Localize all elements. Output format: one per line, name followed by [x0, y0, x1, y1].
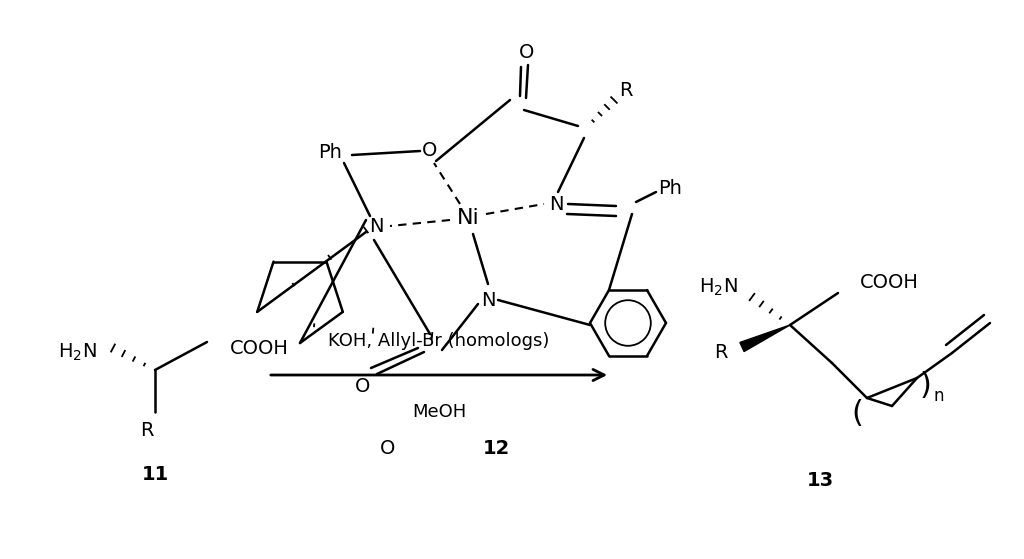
Text: COOH: COOH — [860, 273, 919, 292]
Text: ): ) — [920, 372, 931, 400]
Text: O: O — [355, 377, 371, 396]
Text: Ni: Ni — [457, 208, 479, 228]
Text: 11: 11 — [141, 466, 169, 485]
Text: R: R — [620, 80, 633, 100]
Polygon shape — [740, 325, 790, 352]
Text: 12: 12 — [482, 438, 510, 457]
Text: (: ( — [851, 400, 863, 429]
Text: $\mathregular{H_2N}$: $\mathregular{H_2N}$ — [699, 276, 738, 297]
Text: O: O — [380, 438, 395, 457]
Text: O: O — [422, 141, 437, 160]
Text: O: O — [519, 44, 535, 63]
Text: n: n — [934, 387, 944, 405]
Text: MeOH: MeOH — [412, 403, 466, 421]
Text: N: N — [369, 216, 383, 235]
Text: KOH, Allyl-Br (homologs): KOH, Allyl-Br (homologs) — [329, 332, 550, 350]
Text: Ph: Ph — [318, 144, 342, 163]
Text: R: R — [140, 420, 154, 439]
Text: Ph: Ph — [658, 178, 682, 197]
Text: 13: 13 — [807, 471, 834, 490]
Text: R: R — [715, 343, 728, 362]
Text: N: N — [480, 291, 496, 310]
Text: N: N — [549, 195, 563, 214]
Text: $\mathregular{H_2N}$: $\mathregular{H_2N}$ — [58, 342, 97, 363]
Text: COOH: COOH — [230, 339, 289, 358]
